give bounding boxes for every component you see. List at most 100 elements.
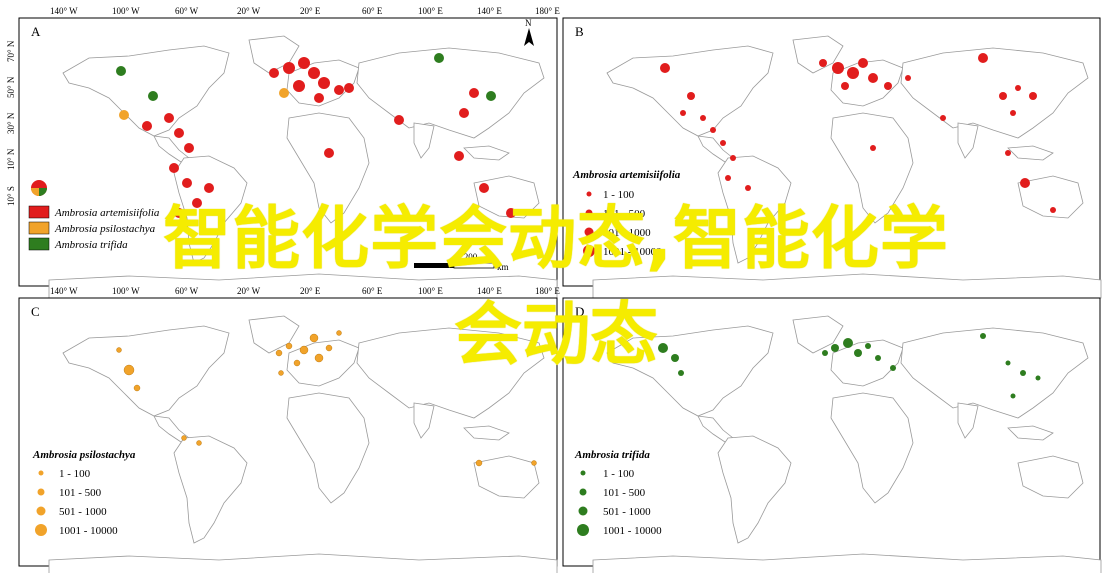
map-point xyxy=(486,91,496,101)
lon-labels-mid: 140° W 100° W 60° W 20° W 20° E 60° E 10… xyxy=(50,286,560,296)
map-point xyxy=(434,53,444,63)
map-point xyxy=(940,115,946,121)
map-point xyxy=(843,338,853,348)
panel-d-points xyxy=(658,333,1041,399)
map-point xyxy=(671,354,679,362)
map-point xyxy=(858,58,868,68)
map-point xyxy=(184,143,194,153)
lon-label: 20° E xyxy=(300,6,321,16)
lat-label: 10° N xyxy=(6,148,16,170)
map-point xyxy=(1005,360,1011,366)
legend-dot-2 xyxy=(37,488,45,496)
map-point xyxy=(182,178,192,188)
lon-label: 60° E xyxy=(362,6,383,16)
map-point xyxy=(479,183,489,193)
map-point xyxy=(192,198,202,208)
lon-label: 20° W xyxy=(237,286,261,296)
legend-swatch-psilostachya xyxy=(28,221,50,235)
lon-label: 140° E xyxy=(477,6,502,16)
map-point xyxy=(299,345,309,355)
map-point xyxy=(1020,370,1026,376)
map-point xyxy=(999,92,1007,100)
map-point xyxy=(164,113,174,123)
map-point xyxy=(854,349,862,357)
map-point xyxy=(868,73,878,83)
map-point xyxy=(1029,92,1037,100)
map-point xyxy=(831,344,839,352)
map-point xyxy=(334,85,344,95)
scale-bar: 1,200 km xyxy=(414,252,509,272)
lon-label: 140° W xyxy=(50,6,78,16)
legend-dot-2 xyxy=(585,209,593,217)
legend-label-trifida: Ambrosia trifida xyxy=(54,239,128,251)
map-point xyxy=(309,333,319,343)
map-point xyxy=(678,370,684,376)
map-point xyxy=(293,80,305,92)
map-point xyxy=(841,82,849,90)
legend-label-1: 1 - 100 xyxy=(603,468,635,480)
legend-dot-4 xyxy=(35,524,47,536)
map-point xyxy=(308,67,320,79)
lon-label: 20° E xyxy=(300,286,321,296)
map-point xyxy=(275,349,283,357)
map-point xyxy=(293,359,301,367)
legend-label-3: 501 - 1000 xyxy=(603,227,651,239)
map-point xyxy=(133,384,141,392)
map-point xyxy=(344,83,354,93)
legend-title: Ambrosia artemisiifolia xyxy=(572,169,681,181)
panel-c-points xyxy=(116,330,537,467)
legend-dot-1 xyxy=(38,470,44,476)
map-point xyxy=(730,155,736,161)
map-point xyxy=(204,183,214,193)
map-point xyxy=(890,365,896,371)
panel-d: D Ambrosia trifida 1 - 100 101 - 500 xyxy=(562,297,1102,578)
legend-dot-2 xyxy=(579,488,587,496)
map-point xyxy=(394,115,404,125)
map-point xyxy=(745,185,751,191)
map-point xyxy=(318,77,330,89)
panel-a-legend: Ambrosia artemisiifolia Ambrosia psilost… xyxy=(28,180,160,251)
legend-swatch-trifida xyxy=(28,237,50,251)
lon-labels-top: 140° W 100° W 60° W 20° W 20° E 60° E 10… xyxy=(50,6,560,16)
legend-dot-1 xyxy=(586,191,592,197)
map-point xyxy=(506,208,516,218)
map-point xyxy=(336,330,342,336)
panel-b-letter: B xyxy=(575,24,584,39)
map-point xyxy=(196,440,202,446)
legend-label-1: 1 - 100 xyxy=(603,189,635,201)
legend-dot-3 xyxy=(36,506,46,516)
map-point xyxy=(1010,110,1016,116)
map-point xyxy=(269,68,279,78)
map-point xyxy=(314,93,324,103)
legend-label-2: 101 - 500 xyxy=(59,487,102,499)
map-point xyxy=(720,140,726,146)
legend-label-4: 1001 - 10000 xyxy=(603,525,662,537)
map-point xyxy=(978,53,988,63)
map-point xyxy=(454,151,464,161)
map-point xyxy=(116,66,126,76)
map-point xyxy=(700,115,706,121)
map-point xyxy=(285,342,293,350)
panel-a-letter: A xyxy=(31,24,41,39)
north-arrow-icon xyxy=(524,28,534,46)
panel-b-points xyxy=(660,53,1056,213)
map-point xyxy=(459,108,469,118)
map-point xyxy=(119,110,129,120)
map-point xyxy=(710,127,716,133)
scale-bar-unit: km xyxy=(497,262,509,272)
scale-bar-value: 1,200 xyxy=(457,252,478,262)
lat-label: 10° S xyxy=(6,186,16,206)
map-point xyxy=(725,175,731,181)
map-point xyxy=(181,435,187,441)
map-point xyxy=(174,208,184,218)
map-point xyxy=(1005,150,1011,156)
map-point xyxy=(884,82,892,90)
map-point xyxy=(279,88,289,98)
legend-title: Ambrosia trifida xyxy=(574,449,650,461)
panel-c-legend: Ambrosia psilostachya 1 - 100 101 - 500 … xyxy=(32,449,136,537)
panel-b: B xyxy=(562,17,1102,299)
map-point xyxy=(283,62,295,74)
lon-label: 60° W xyxy=(175,286,199,296)
legend-title: Ambrosia psilostachya xyxy=(32,449,136,461)
